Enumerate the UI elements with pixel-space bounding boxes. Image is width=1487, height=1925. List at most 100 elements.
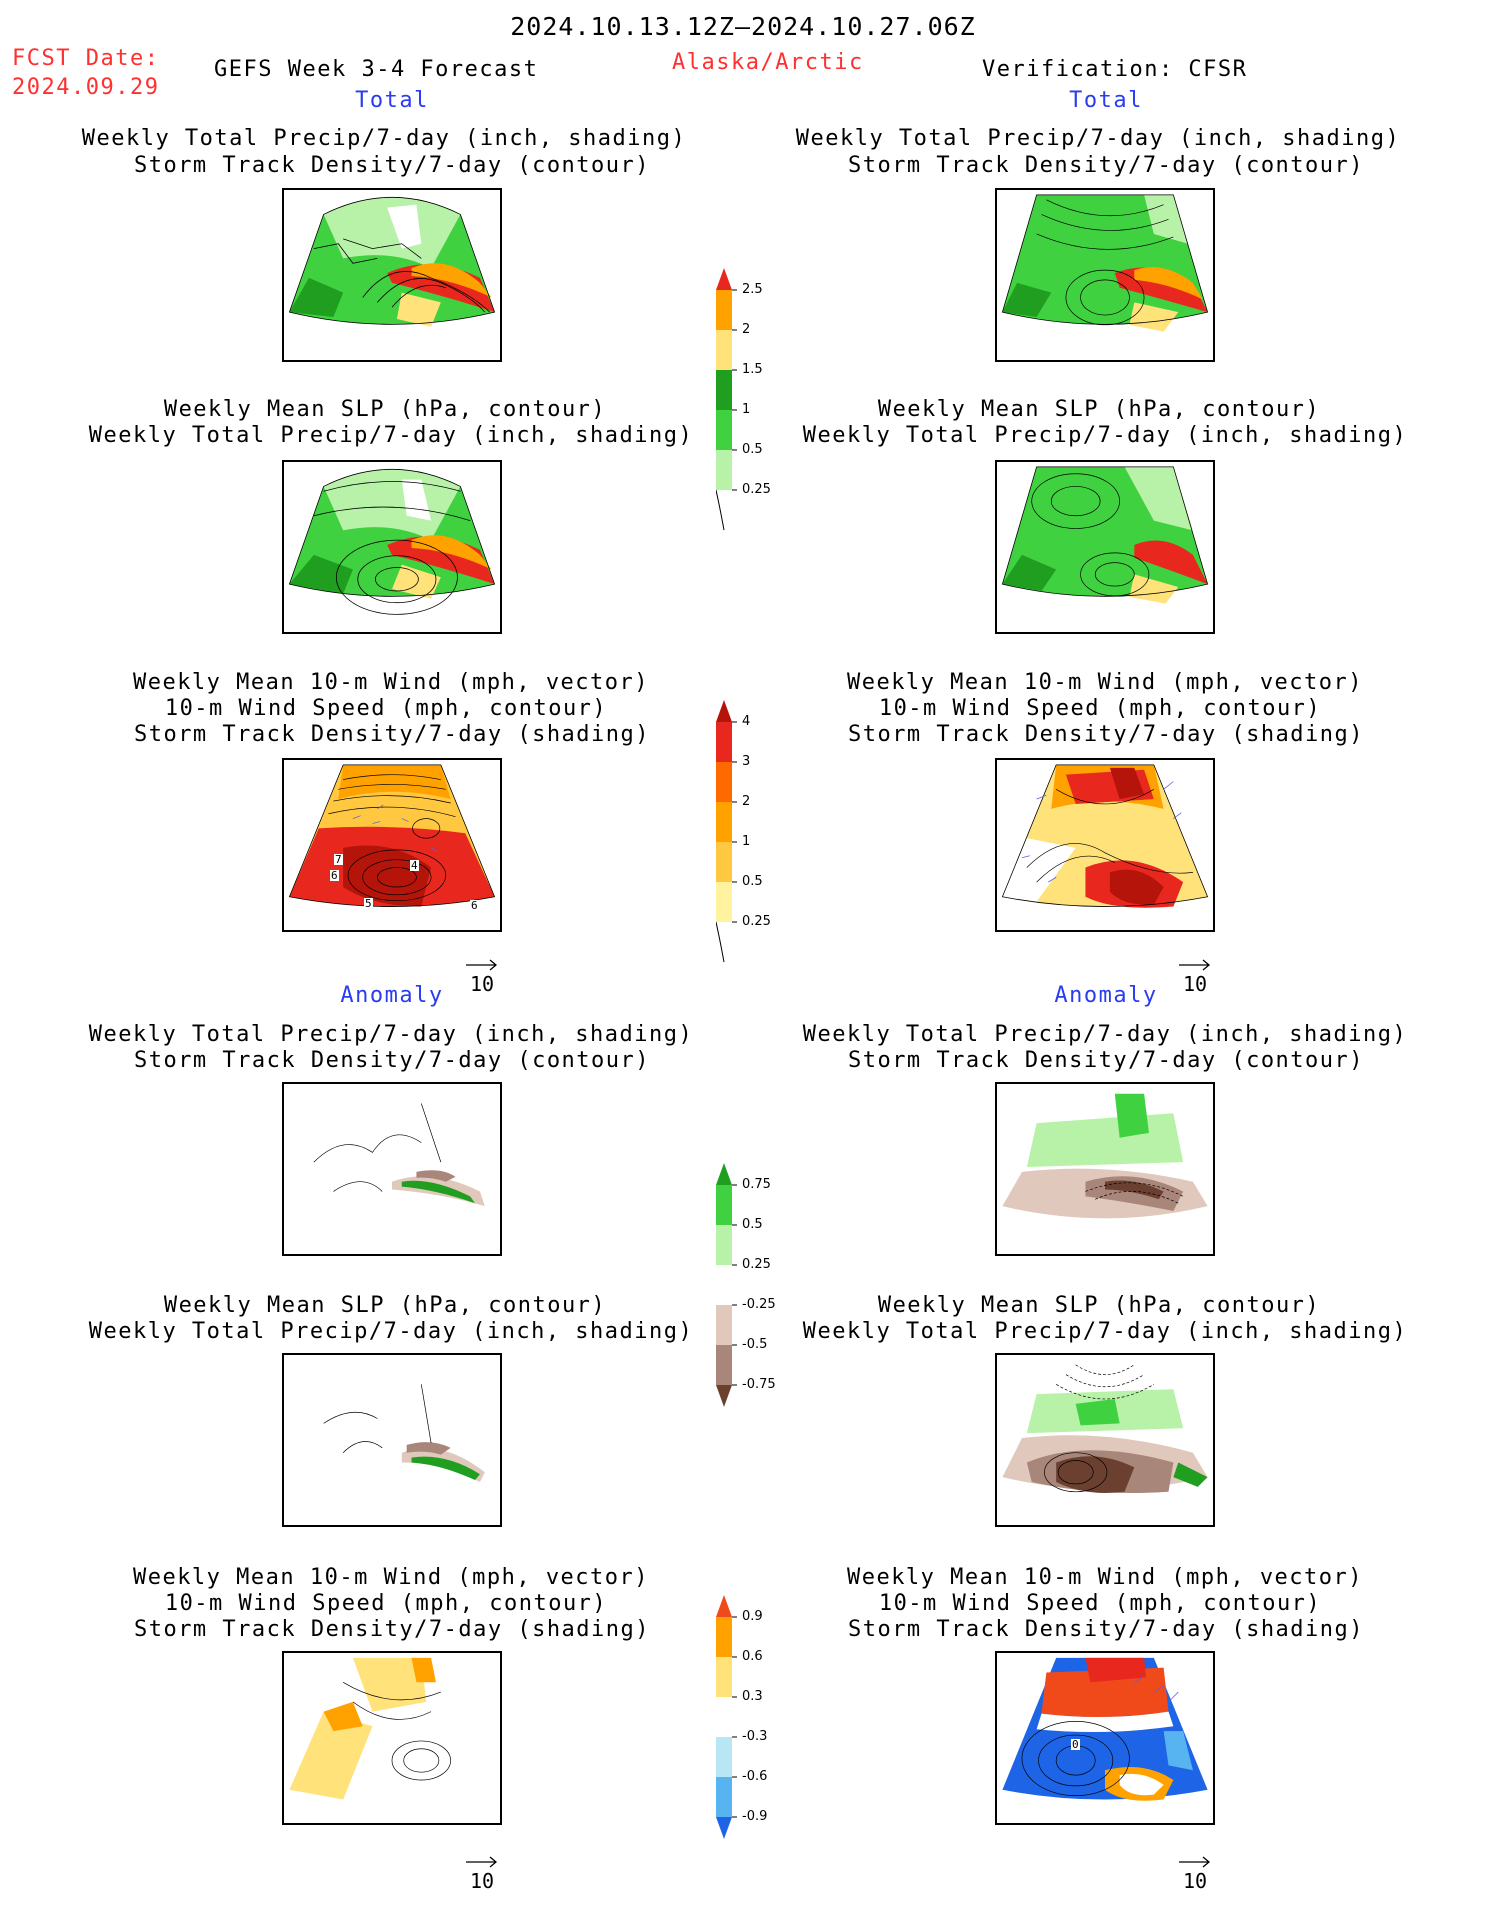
colorbar-segment (716, 1225, 732, 1265)
colorbar-tip-bottom (716, 1385, 732, 1407)
right-total-label: Total (1069, 88, 1143, 113)
panel-title-r2-b: Weekly Total Precip/7-day (inch, shading… (802, 423, 1408, 448)
colorbar-tip-top (716, 1595, 732, 1617)
colorbar-segment (716, 842, 732, 882)
map-right-total-wind (995, 758, 1215, 932)
colorbar-tick-label: 3 (742, 754, 751, 769)
colorbar-tick-label: -0.3 (742, 1729, 768, 1744)
colorbar-tick-label: 0.25 (742, 482, 771, 497)
colorbar-segment (716, 1657, 732, 1697)
map-right-total-slp-precip (995, 460, 1215, 634)
colorbar-tail (716, 921, 725, 963)
colorbar-segment (716, 1737, 732, 1777)
panel-title-l1-b: Storm Track Density/7-day (contour) (133, 153, 651, 178)
left-total-label: Total (355, 88, 429, 113)
colorbar-tip-bottom (716, 1817, 732, 1839)
panel-title-l6-a: Weekly Mean 10-m Wind (mph, vector) (132, 1565, 650, 1590)
colorbar-segment (716, 762, 732, 802)
right-anomaly-label: Anomaly (1054, 983, 1158, 1008)
panel-title-l6-b: 10-m Wind Speed (mph, contour) (164, 1591, 608, 1616)
colorbar-segment (716, 1617, 732, 1657)
vector-ref-left-total: 10 (462, 956, 502, 996)
colorbar-storm-anom: 0.9 0.6 0.3 -0.3 -0.6 -0.9 (716, 1595, 776, 1875)
fcst-date-value: 2024.09.29 (12, 75, 160, 100)
panel-title-r3-b: 10-m Wind Speed (mph, contour) (878, 696, 1322, 721)
panel-title-r6-c: Storm Track Density/7-day (shading) (847, 1617, 1365, 1642)
date-range-title: 2024.10.13.12Z–2024.10.27.06Z (510, 12, 976, 41)
colorbar-tick-label: -0.5 (742, 1337, 768, 1352)
colorbar-tick-label: 0.25 (742, 914, 771, 929)
colorbar-precip-total: 2.5 2 1.5 1 0.5 0.25 (716, 268, 776, 548)
map-left-anom-wind (282, 1651, 502, 1825)
map-right-anom-precip-storm (995, 1082, 1215, 1256)
storm-label-2: 6 (330, 869, 339, 882)
storm-label-4: 5 (364, 897, 373, 910)
panel-title-r5-b: Weekly Total Precip/7-day (inch, shading… (802, 1319, 1408, 1344)
colorbar-segment (716, 882, 732, 922)
colorbar-tick-label: -0.9 (742, 1809, 768, 1824)
panel-title-l4-b: Storm Track Density/7-day (contour) (133, 1048, 651, 1073)
panel-title-l5-b: Weekly Total Precip/7-day (inch, shading… (88, 1319, 694, 1344)
vector-ref-right-total: 10 (1175, 956, 1215, 996)
panel-title-l5-a: Weekly Mean SLP (hPa, contour) (163, 1293, 607, 1318)
colorbar-tail (716, 489, 725, 531)
panel-title-r4-b: Storm Track Density/7-day (contour) (847, 1048, 1365, 1073)
colorbar-tick-label: 1 (742, 402, 751, 417)
colorbar-tick-label: 0.75 (742, 1177, 771, 1192)
map-right-anom-slp-precip (995, 1353, 1215, 1527)
storm-anom-label: 0 (1071, 1738, 1080, 1751)
colorbar-tick-label: 0.5 (742, 1217, 763, 1232)
colorbar-tick-label: 2 (742, 322, 751, 337)
panel-title-l2-b: Weekly Total Precip/7-day (inch, shading… (88, 423, 694, 448)
colorbar-tick-label: 4 (742, 714, 751, 729)
panel-title-r6-b: 10-m Wind Speed (mph, contour) (878, 1591, 1322, 1616)
colorbar-tip-top (716, 700, 732, 722)
colorbar-segment (716, 1345, 732, 1385)
map-left-total-precip-storm (282, 188, 502, 362)
panel-title-r3-a: Weekly Mean 10-m Wind (mph, vector) (846, 670, 1364, 695)
panel-title-r3-c: Storm Track Density/7-day (shading) (847, 722, 1365, 747)
vector-ref-label: 10 (469, 972, 495, 996)
colorbar-tick-label: 0.5 (742, 874, 763, 889)
model-label: GEFS Week 3-4 Forecast (214, 57, 539, 82)
colorbar-precip-anom: 0.75 0.5 0.25 -0.25 -0.5 -0.75 (716, 1163, 776, 1443)
colorbar-tick-label: -0.25 (742, 1297, 776, 1312)
fcst-date-label: FCST Date: (12, 46, 160, 71)
colorbar-tick-label: 0.25 (742, 1257, 771, 1272)
storm-label-3: 4 (410, 859, 419, 872)
colorbar-tick-label: 0.9 (742, 1609, 763, 1624)
colorbar-tick-label: 1 (742, 834, 751, 849)
map-left-anom-slp-precip (282, 1353, 502, 1527)
colorbar-tick-label: 1.5 (742, 362, 763, 377)
vector-ref-label: 10 (469, 1869, 495, 1893)
colorbar-segment (716, 1185, 732, 1225)
panel-title-l1-a: Weekly Total Precip/7-day (inch, shading… (81, 126, 687, 151)
colorbar-segment (716, 450, 732, 490)
vector-ref-label: 10 (1182, 972, 1208, 996)
colorbar-tick-label: -0.6 (742, 1769, 768, 1784)
colorbar-storm-total: 4 3 2 1 0.5 0.25 (716, 700, 776, 980)
panel-title-r1-b: Storm Track Density/7-day (contour) (847, 153, 1365, 178)
storm-label-1: 7 (334, 853, 343, 866)
colorbar-tick-label: 0.5 (742, 442, 763, 457)
colorbar-tick-label: 2 (742, 794, 751, 809)
region-label: Alaska/Arctic (672, 50, 864, 75)
colorbar-segment (716, 1697, 732, 1737)
colorbar-tip-top (716, 1163, 732, 1185)
colorbar-segment (716, 330, 732, 370)
map-left-anom-precip-storm (282, 1082, 502, 1256)
colorbar-tip-top (716, 268, 732, 290)
panel-title-r4-a: Weekly Total Precip/7-day (inch, shading… (802, 1022, 1408, 1047)
colorbar-tick-label: 2.5 (742, 282, 763, 297)
panel-title-r5-a: Weekly Mean SLP (hPa, contour) (877, 1293, 1321, 1318)
panel-title-r2-a: Weekly Mean SLP (hPa, contour) (877, 397, 1321, 422)
panel-title-l6-c: Storm Track Density/7-day (shading) (133, 1617, 651, 1642)
panel-title-r1-a: Weekly Total Precip/7-day (inch, shading… (795, 126, 1401, 151)
colorbar-tick-label: -0.75 (742, 1377, 776, 1392)
panel-title-r6-a: Weekly Mean 10-m Wind (mph, vector) (846, 1565, 1364, 1590)
panel-title-l3-b: 10-m Wind Speed (mph, contour) (164, 696, 608, 721)
map-right-total-precip-storm (995, 188, 1215, 362)
left-anomaly-label: Anomaly (340, 983, 444, 1008)
panel-title-l3-a: Weekly Mean 10-m Wind (mph, vector) (132, 670, 650, 695)
vector-ref-left-anom: 10 (462, 1853, 502, 1893)
